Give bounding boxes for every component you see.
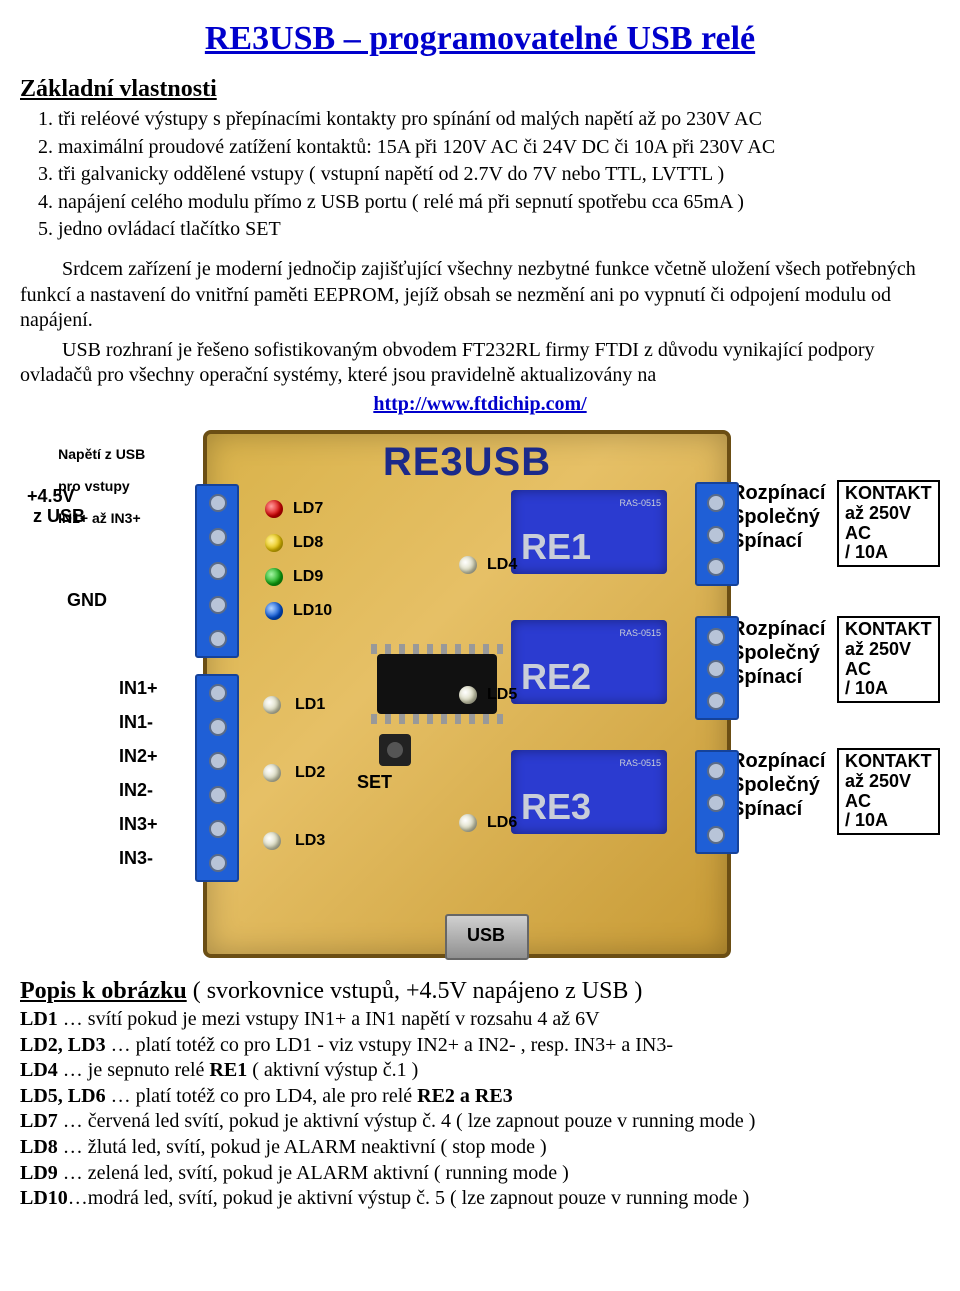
terminal-right-3: [695, 750, 739, 854]
popis-line: LD2, LD3 … platí totéž co pro LD1 - viz …: [20, 1033, 940, 1059]
terminal-left-top: [195, 484, 239, 658]
popis-line: LD5, LD6 … platí totéž co pro LD4, ale p…: [20, 1084, 940, 1110]
label-ld4: LD4: [487, 556, 517, 574]
label-ld9: LD9: [293, 568, 323, 586]
popis-line: LD9 … zelená led, svítí, pokud je ALARM …: [20, 1161, 940, 1187]
link-row: http://www.ftdichip.com/: [20, 393, 940, 416]
pcb-board: RE3USB: [203, 430, 731, 958]
label-ld6: LD6: [487, 814, 517, 832]
annot-contact-no-2: Spínací: [731, 666, 802, 689]
led-ld5: [459, 686, 477, 704]
popis-list: LD1 … svítí pokud je mezi vstupy IN1+ a …: [20, 1007, 940, 1212]
features-heading: Základní vlastnosti: [20, 76, 940, 103]
feature-item: napájení celého modulu přímo z USB portu…: [58, 190, 940, 216]
pcb-title: RE3USB: [207, 440, 727, 485]
label-ld7: LD7: [293, 500, 323, 518]
pin-in1p: IN1+: [119, 678, 158, 699]
pin-in1m: IN1-: [119, 712, 153, 733]
contact-box-3: KONTAKT až 250V AC / 10A: [837, 748, 940, 835]
annot-45v: +4.5V: [27, 486, 75, 507]
led-ld4: [459, 556, 477, 574]
led-ld10: [265, 602, 283, 620]
pin-in3m: IN3-: [119, 848, 153, 869]
popis-line: LD4 … je sepnuto relé RE1 ( aktivní výst…: [20, 1058, 940, 1084]
popis-paren: ( svorkovnice vstupů, +4.5V napájeno z U…: [187, 978, 643, 1004]
annot-contact-nc-2: Rozpínací: [731, 618, 825, 641]
popis-heading: Popis k obrázku: [20, 978, 187, 1004]
terminal-right-2: [695, 616, 739, 720]
features-list: tři reléové výstupy s přepínacími kontak…: [58, 107, 940, 243]
led-ld2: [263, 764, 281, 782]
contact-box-2: KONTAKT až 250V AC / 10A: [837, 616, 940, 703]
feature-item: jedno ovládací tlačítko SET: [58, 217, 940, 243]
popis-line: LD7 … červená led svítí, pokud je aktivn…: [20, 1109, 940, 1135]
terminal-right-1: [695, 482, 739, 586]
label-ld8: LD8: [293, 534, 323, 552]
label-ld1: LD1: [295, 696, 325, 714]
led-ld1: [263, 696, 281, 714]
led-ld7: [265, 500, 283, 518]
annot-zusb: z USB: [33, 506, 85, 527]
microcontroller-chip: [377, 654, 497, 714]
paragraph-2: USB rozhraní je řešeno sofistikovaným ob…: [20, 338, 940, 389]
feature-item: maximální proudové zatížení kontaktů: 15…: [58, 135, 940, 161]
board-diagram: Napětí z USB pro vstupy IN1+ až IN3+ +4.…: [27, 430, 933, 960]
set-button[interactable]: [379, 734, 411, 766]
annot-contact-nc-3: Rozpínací: [731, 750, 825, 773]
ftdi-link[interactable]: http://www.ftdichip.com/: [373, 393, 586, 415]
label-set: SET: [357, 772, 392, 793]
pin-in3p: IN3+: [119, 814, 158, 835]
led-ld3: [263, 832, 281, 850]
annot-contact-com-1: Společný: [731, 506, 820, 529]
popis-line: LD8 … žlutá led, svítí, pokud je ALARM n…: [20, 1135, 940, 1161]
annot-gnd: GND: [67, 590, 107, 611]
label-ld2: LD2: [295, 764, 325, 782]
page-title: RE3USB – programovatelné USB relé: [20, 20, 940, 58]
relay-3: RE3 RAS-0515: [511, 750, 667, 834]
pin-in2p: IN2+: [119, 746, 158, 767]
feature-item: tři reléové výstupy s přepínacími kontak…: [58, 107, 940, 133]
led-ld9: [265, 568, 283, 586]
terminal-left-bottom: [195, 674, 239, 882]
label-ld3: LD3: [295, 832, 325, 850]
annot-contact-com-3: Společný: [731, 774, 820, 797]
feature-item: tři galvanicky oddělené vstupy ( vstupní…: [58, 162, 940, 188]
title-text: RE3USB – programovatelné USB relé: [205, 20, 755, 57]
annot-contact-no-3: Spínací: [731, 798, 802, 821]
label-usb: USB: [467, 925, 505, 946]
contact-box-1: KONTAKT až 250V AC / 10A: [837, 480, 940, 567]
popis-line: LD1 … svítí pokud je mezi vstupy IN1+ a …: [20, 1007, 940, 1033]
paragraph-1: Srdcem zařízení je moderní jednočip zaji…: [20, 257, 940, 334]
popis-line: LD10…modrá led, svítí, pokud je aktivní …: [20, 1186, 940, 1212]
led-ld8: [265, 534, 283, 552]
page: RE3USB – programovatelné USB relé Základ…: [0, 0, 960, 1242]
label-ld5: LD5: [487, 686, 517, 704]
pin-in2m: IN2-: [119, 780, 153, 801]
relay-2: RE2 RAS-0515: [511, 620, 667, 704]
led-ld6: [459, 814, 477, 832]
popis-heading-row: Popis k obrázku ( svorkovnice vstupů, +4…: [20, 978, 940, 1005]
annot-contact-com-2: Společný: [731, 642, 820, 665]
annot-contact-nc-1: Rozpínací: [731, 482, 825, 505]
label-ld10: LD10: [293, 602, 332, 620]
relay-1: RE1 RAS-0515: [511, 490, 667, 574]
annot-contact-no-1: Spínací: [731, 530, 802, 553]
